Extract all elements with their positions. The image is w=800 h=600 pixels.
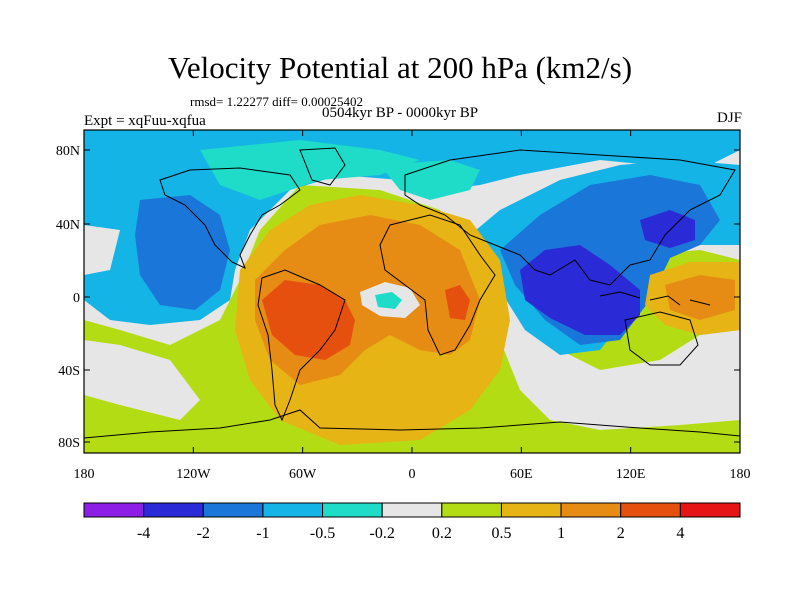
field-orange-wpacific <box>665 275 735 320</box>
colorbar-swatch <box>441 502 502 518</box>
lon-label: 120E <box>616 467 646 482</box>
colorbar-label: -1 <box>256 525 269 542</box>
lon-label: 60W <box>289 467 317 482</box>
lat-label: 40N <box>56 218 80 233</box>
colorbar: -4 -2 -1 -0.5 -0.2 0.2 0.5 1 2 4 <box>83 502 741 542</box>
coast-north-america <box>159 167 301 269</box>
experiment-label: Expt = xqFuu-xqfua <box>84 113 206 129</box>
coast-greenland <box>299 147 346 186</box>
lat-label: 80N <box>56 144 80 159</box>
coastlines <box>84 147 740 439</box>
lon-label: 0 <box>409 467 416 482</box>
statistics-text: rmsd= 1.22277 diff= 0.00025402 <box>190 94 363 109</box>
lon-label: 180 <box>74 467 95 482</box>
coast-antarctica <box>84 409 740 439</box>
colorbar-swatch <box>322 502 383 518</box>
period-text: 0504kyr BP - 0000kyr BP <box>322 105 479 121</box>
field-blue-pacific <box>135 195 230 310</box>
colorbar-swatch <box>620 502 681 518</box>
colorbar-label: 4 <box>676 525 684 542</box>
field-teal-arctic <box>200 140 420 200</box>
colorbar-label: -0.2 <box>370 525 395 542</box>
lat-label: 80S <box>58 436 80 451</box>
lat-label: 0 <box>73 291 80 306</box>
colorbar-swatch <box>143 502 204 518</box>
field-neutral-indian <box>470 250 740 430</box>
colorbar-label: 2 <box>617 525 625 542</box>
field-teal-atlantic-core <box>375 292 402 309</box>
latitude-axis: 80N 40N 0 40S 80S <box>56 144 740 451</box>
colorbar-swatch <box>262 502 324 518</box>
colorbar-swatch <box>679 502 741 518</box>
lat-label: 40S <box>58 364 80 379</box>
colorbar-label: -2 <box>197 525 210 542</box>
coast-australia <box>624 311 699 366</box>
field-red-samerica <box>262 280 355 360</box>
colorbar-label: 0.2 <box>432 525 452 542</box>
field-darkblue-japan <box>640 210 695 248</box>
season-label: DJF <box>716 110 742 126</box>
contour-field <box>84 130 740 453</box>
colorbar-label: 1 <box>557 525 565 542</box>
coast-south-america <box>257 269 346 422</box>
colorbar-swatch <box>500 502 562 518</box>
colorbar-label: 0.5 <box>491 525 511 542</box>
colorbar-label: -0.5 <box>310 525 335 542</box>
colorbar-swatch <box>560 502 622 518</box>
lon-label: 120W <box>176 467 211 482</box>
coast-africa <box>379 214 496 356</box>
field-darkblue-asia <box>520 245 640 335</box>
coast-indonesia <box>599 291 711 306</box>
coast-eurasia <box>404 149 736 286</box>
figure-title: Velocity Potential at 200 hPa (km2/s) <box>167 50 633 85</box>
lon-label: 60E <box>510 467 533 482</box>
field-neutral-wedge <box>84 225 120 275</box>
colorbar-label: -4 <box>137 525 150 542</box>
colorbar-swatch <box>202 502 264 518</box>
colorbar-swatch <box>83 502 145 518</box>
field-red-africa <box>445 285 470 320</box>
lon-label: 180 <box>730 467 751 482</box>
longitude-axis: 180 120W 60W 0 60E 120E 180 <box>74 130 751 482</box>
field-neutral-south <box>84 340 200 420</box>
colorbar-swatch <box>381 502 443 518</box>
